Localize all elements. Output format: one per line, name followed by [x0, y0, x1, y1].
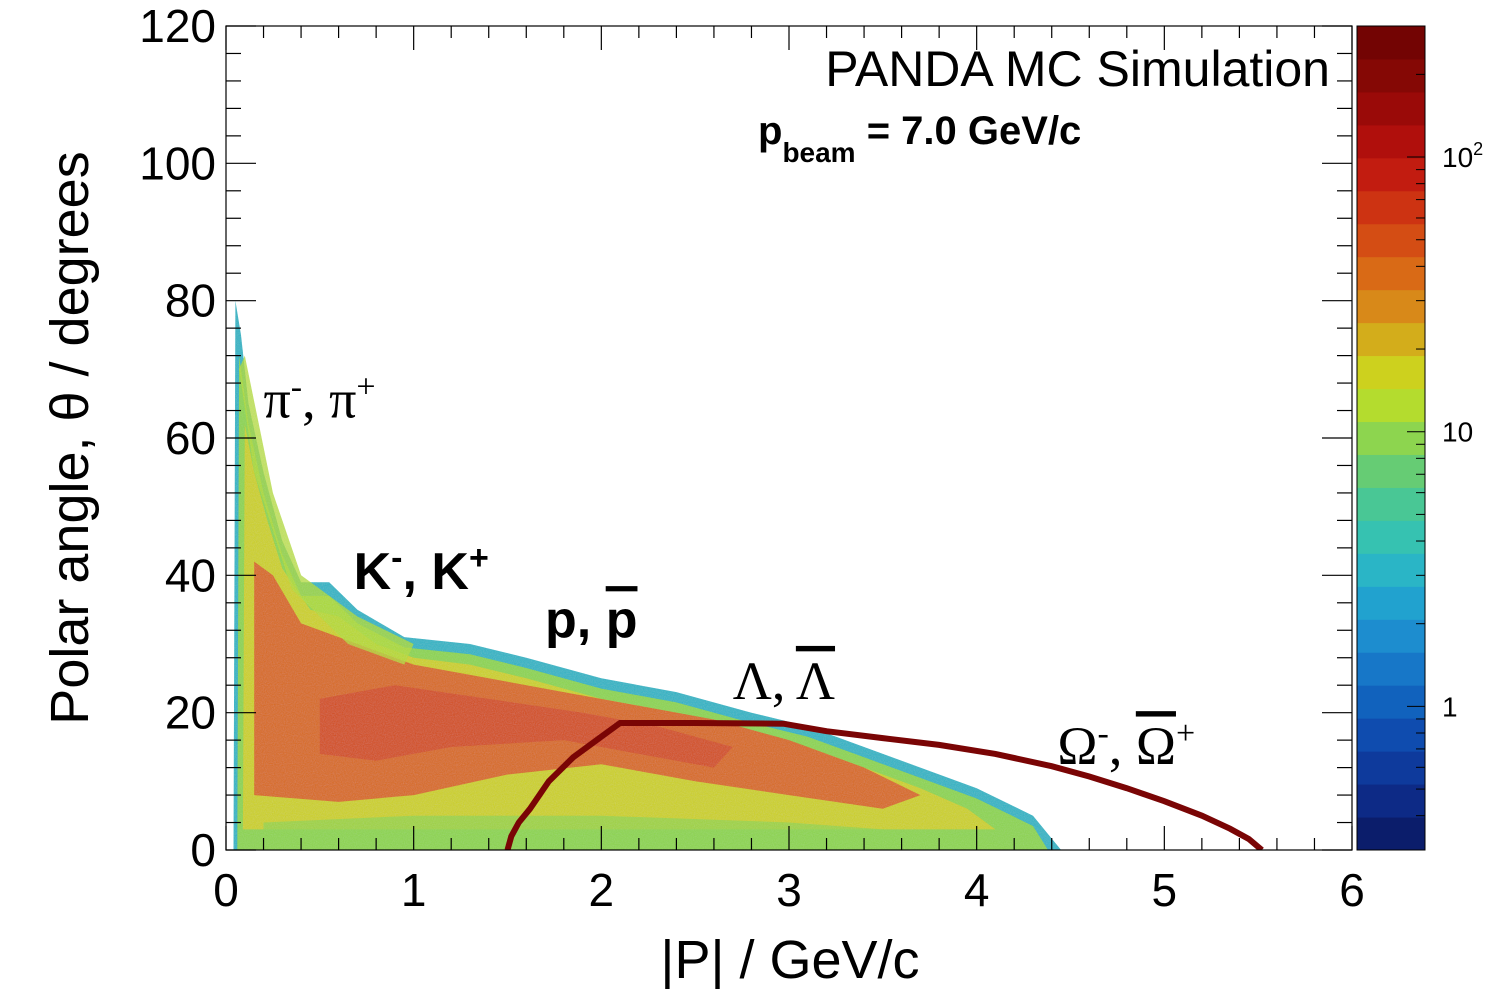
annotation-kaon-part: , K [403, 543, 470, 601]
colorbar-frame [1356, 25, 1426, 851]
colorbar-segment [1357, 685, 1425, 719]
subtitle-rest: = 7.0 GeV/c [856, 109, 1082, 153]
x-tick-label: 2 [589, 864, 615, 916]
subtitle-main: p [758, 109, 782, 153]
colorbar-segment [1357, 586, 1425, 620]
colorbar-segment [1357, 520, 1425, 554]
y-tick-labels: 0 20 40 60 80 100 120 [139, 0, 216, 876]
annotation-omega-part: Ω [1057, 716, 1097, 776]
colorbar-segment [1357, 388, 1425, 423]
omega-band-series [504, 720, 1264, 850]
colorbar-segment [1357, 157, 1425, 192]
annotation-kaon: K-, K+ [354, 539, 489, 601]
annotation-pion: π-, π+ [264, 368, 376, 429]
colorbar-label-base: 10 [1442, 417, 1473, 448]
plot-title: PANDA MC Simulation [825, 41, 1330, 97]
colorbar-segment [1357, 454, 1425, 488]
x-tick-labels: 0 1 2 3 4 5 6 [213, 864, 1365, 916]
y-tick-label: 80 [165, 275, 216, 327]
colorbar-label-base: 10 [1442, 142, 1473, 173]
colorbar-segment [1357, 223, 1425, 258]
colorbar-segment [1357, 751, 1425, 785]
colorbar-segment [1357, 652, 1425, 686]
y-tick-label: 40 [165, 549, 216, 601]
plot-subtitle: pbeam = 7.0 GeV/c [758, 109, 1081, 168]
colorbar-label: 102 [1442, 139, 1483, 173]
annotation-lambda-part: Λ [796, 651, 835, 711]
colorbar-segment [1357, 487, 1425, 521]
x-tick-label: 5 [1152, 864, 1178, 916]
y-tick-label: 60 [165, 412, 216, 464]
annotation-pion-part: - [291, 368, 302, 405]
x-tick-label: 3 [776, 864, 802, 916]
x-tick-label: 1 [401, 864, 427, 916]
colorbar-segment [1357, 58, 1425, 93]
annotation-lambda: Λ, Λ [733, 651, 835, 711]
heat-band-pion-ridge [239, 355, 414, 665]
annotation-omega-part: Ω [1136, 716, 1176, 776]
colorbar-segment [1357, 289, 1425, 324]
colorbar-segment [1357, 421, 1425, 455]
x-tick-label: 6 [1339, 864, 1365, 916]
colorbar-segment [1357, 124, 1425, 159]
annotation-omega-part: - [1098, 715, 1109, 752]
colorbar-segment [1357, 91, 1425, 126]
y-tick-label: 120 [139, 0, 216, 52]
annotation-omega: Ω-, Ω+ [1057, 715, 1195, 776]
annotation-omega-part: + [1176, 715, 1195, 752]
colorbar-segment [1357, 26, 1425, 60]
annotation-pion-part: , π [302, 369, 356, 429]
annotation-pion-part: π [264, 369, 291, 429]
y-tick-label: 0 [190, 824, 216, 876]
colorbar-segment [1357, 256, 1425, 291]
annotation-lambda-part: Λ, [733, 651, 796, 711]
y-tick-label: 100 [139, 137, 216, 189]
annotation-omega-part: , [1109, 716, 1136, 776]
colorbar-segment [1357, 619, 1425, 653]
axis-ticks [225, 25, 1353, 851]
colorbar-segment [1357, 718, 1425, 752]
annotation-proton-part: p [606, 591, 638, 649]
annotation-proton-part: p, [545, 591, 606, 649]
x-axis-title: |P| / GeV/c [660, 930, 919, 990]
colorbar-segment [1357, 190, 1425, 225]
colorbar-label: 1 [1442, 691, 1458, 722]
y-axis-title: Polar angle, θ / degrees [40, 151, 100, 724]
colorbar-segment [1357, 784, 1425, 818]
particle-annotations: π-, π+K-, K+p, pΛ, ΛΩ-, Ω+ [264, 368, 1196, 776]
colorbar-segment [1357, 322, 1425, 357]
colorbar-label-base: 1 [1442, 691, 1458, 722]
x-tick-label: 0 [213, 864, 239, 916]
colorbar-segment [1357, 817, 1425, 851]
colorbar-label-exponent: 2 [1473, 139, 1483, 159]
heat-band-hot [319, 685, 733, 768]
x-tick-label: 4 [964, 864, 990, 916]
annotation-kaon-part: - [391, 539, 402, 577]
annotation-pion-part: + [356, 368, 375, 405]
y-tick-label: 20 [165, 687, 216, 739]
subtitle-subscript: beam [782, 137, 855, 168]
colorbar-segment [1357, 355, 1425, 390]
annotation-kaon-part: K [354, 543, 392, 601]
annotation-proton: p, p [545, 591, 637, 649]
colorbar-label: 10 [1442, 417, 1473, 448]
annotation-kaon-part: + [469, 539, 489, 577]
colorbar-segment [1357, 553, 1425, 587]
